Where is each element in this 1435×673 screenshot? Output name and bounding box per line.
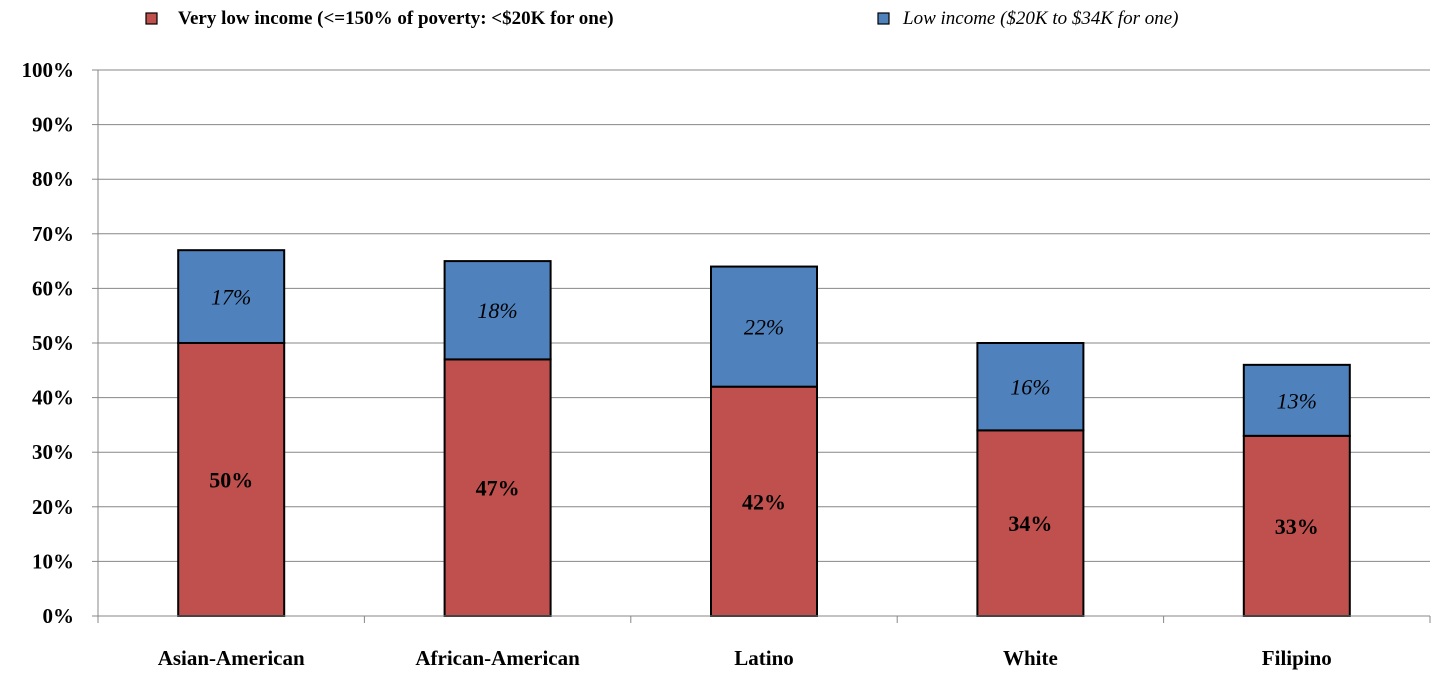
x-tick-label: Latino	[734, 646, 794, 670]
legend-swatch-low-income	[877, 12, 890, 25]
data-label-low-income: 17%	[211, 285, 251, 310]
data-labels: 50% 17% 47% 18% 42% 22% 34% 16% 33% 13%	[209, 285, 1319, 539]
x-tick-label: Filipino	[1262, 646, 1332, 670]
legend-swatch-very-low-income	[145, 12, 158, 25]
y-tick-label: 50%	[32, 331, 74, 355]
y-tick-label: 20%	[32, 495, 74, 519]
x-axis	[97, 70, 1431, 623]
x-tick-label: African-American	[415, 646, 580, 670]
bar-segment-very-low-income	[710, 385, 818, 617]
x-tick-label: White	[1003, 646, 1058, 670]
bars	[177, 249, 1351, 617]
bar-segment-low-income	[976, 342, 1085, 432]
x-axis-tick-labels: Asian-American African-American Latino Whit…	[158, 646, 1332, 670]
data-label-very-low-income: 50%	[209, 468, 253, 493]
data-label-low-income: 22%	[744, 315, 784, 340]
legend-label-very-low-income: Very low income (<=150% of poverty: <$20…	[178, 8, 614, 29]
data-label-very-low-income: 47%	[476, 476, 520, 501]
y-tick-label: 60%	[32, 276, 74, 300]
bar-segment-low-income	[177, 249, 286, 344]
y-tick-label: 70%	[32, 222, 74, 246]
bar-segment-low-income	[710, 265, 818, 388]
y-tick-label: 0%	[43, 604, 75, 628]
data-label-very-low-income: 42%	[742, 489, 786, 514]
y-tick-label: 40%	[32, 386, 74, 410]
bar-segment-very-low-income	[976, 429, 1085, 617]
bar-segment-very-low-income	[1242, 434, 1351, 617]
y-tick-label: 80%	[32, 167, 74, 191]
y-tick-label: 30%	[32, 440, 74, 464]
data-label-low-income: 18%	[477, 298, 517, 323]
bar-segment-very-low-income	[177, 342, 286, 617]
bar-segment-low-income	[443, 260, 552, 361]
data-label-low-income: 13%	[1277, 388, 1317, 413]
y-tick-label: 100%	[22, 58, 75, 82]
y-tick-label: 90%	[32, 113, 74, 137]
bar-segment-low-income	[1242, 363, 1351, 437]
y-axis-tick-labels: 0% 10% 20% 30% 40% 50% 60% 70% 80% 90% 100%	[22, 58, 75, 628]
legend: Very low income (<=150% of poverty: <$20…	[145, 8, 1179, 29]
data-label-very-low-income: 33%	[1275, 514, 1319, 539]
legend-label-low-income: Low income ($20K to $34K for one)	[902, 8, 1179, 29]
y-tick-label: 10%	[32, 549, 74, 573]
x-tick-label: Asian-American	[158, 646, 305, 670]
data-label-low-income: 16%	[1010, 375, 1050, 400]
data-label-very-low-income: 34%	[1008, 511, 1052, 536]
